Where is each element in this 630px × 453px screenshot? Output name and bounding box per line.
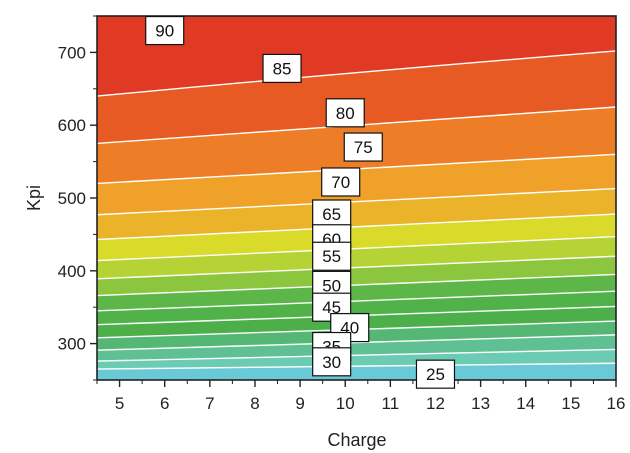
contour-label-box — [321, 167, 361, 197]
contour-label-box — [145, 15, 185, 46]
contour-band — [97, 50, 616, 144]
contour-label: 25 — [415, 359, 456, 389]
x-tick-label: 12 — [426, 394, 445, 413]
contour-band — [97, 291, 616, 325]
y-tick-label: 700 — [58, 43, 86, 62]
contour-line-90 — [97, 50, 616, 97]
contour-label-box — [415, 359, 456, 389]
contour-band — [97, 236, 616, 279]
contour-label-text: 30 — [322, 353, 341, 372]
contour-label-text: 70 — [331, 173, 350, 192]
contour-label-text: 85 — [273, 59, 292, 78]
x-tick-label: 5 — [115, 394, 124, 413]
contour-label: 30 — [312, 347, 352, 377]
x-tick-label: 13 — [471, 394, 490, 413]
contour-label: 85 — [262, 53, 302, 84]
contour-label-box — [325, 98, 365, 128]
x-tick-label: 6 — [160, 394, 169, 413]
y-tick-label: 300 — [58, 335, 86, 354]
x-tick-label: 14 — [516, 394, 535, 413]
contour-label-text: 50 — [322, 276, 341, 295]
y-tick-label: 400 — [58, 262, 86, 281]
contour-band — [97, 16, 616, 97]
contour-label-text: 55 — [322, 247, 341, 266]
contour-label-text: 25 — [426, 365, 445, 384]
y-axis: 300 400 500 600 700 — [58, 15, 97, 381]
y-tick-label: 600 — [58, 116, 86, 135]
contour-label-box — [312, 241, 352, 271]
x-tick-label: 8 — [250, 394, 259, 413]
contour-label: 75 — [343, 132, 383, 162]
contour-band — [97, 214, 616, 261]
x-axis: 5 6 7 8 9 10 11 12 13 14 15 16 — [96, 380, 626, 413]
contour-band — [97, 256, 616, 296]
contour-label-box — [262, 53, 302, 84]
contour-label-box — [343, 132, 383, 162]
contour-label: 80 — [325, 98, 365, 128]
x-axis-title: Charge — [327, 430, 386, 450]
contour-band — [97, 188, 616, 240]
contour-band — [97, 363, 616, 380]
contour-label-text: 80 — [336, 104, 355, 123]
x-tick-label: 9 — [295, 394, 304, 413]
contour-label-text: 45 — [322, 298, 341, 317]
y-tick-label: 500 — [58, 189, 86, 208]
y-axis-title: Kpi — [24, 185, 44, 211]
contour-label: 65 — [312, 199, 352, 229]
x-tick-label: 15 — [561, 394, 580, 413]
contour-band — [97, 334, 616, 362]
contour-label-text: 75 — [354, 138, 373, 157]
contour-label-text: 90 — [155, 22, 174, 41]
contour-label-text: 65 — [322, 205, 341, 224]
contour-label: 55 — [312, 241, 352, 271]
contour-label: 90 — [145, 15, 185, 46]
contour-label-box — [312, 347, 352, 377]
x-tick-label: 11 — [382, 394, 400, 413]
x-tick-label: 7 — [205, 394, 214, 413]
contour-label: 70 — [321, 167, 361, 197]
x-tick-label: 16 — [607, 394, 626, 413]
contour-band — [97, 274, 616, 311]
x-tick-label: 10 — [336, 394, 355, 413]
